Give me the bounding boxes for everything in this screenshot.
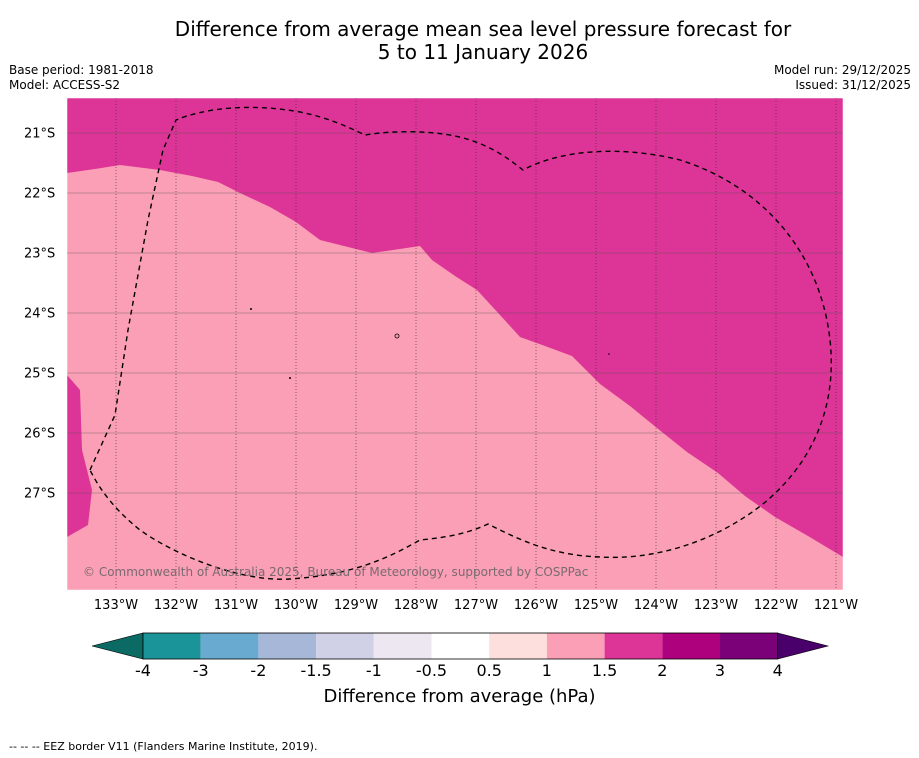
meta-right: Model run: 29/12/2025 Issued: 31/12/2025	[774, 63, 911, 93]
colorbar-bin	[489, 633, 547, 659]
base-period: Base period: 1981-2018	[9, 63, 154, 77]
colorbar-bin	[316, 633, 374, 659]
colorbar-tick: -4	[135, 661, 151, 680]
colorbar-outline	[142, 632, 779, 660]
x-tick-125w: 125°W	[573, 598, 619, 613]
chart-title: Difference from average mean sea level p…	[0, 18, 919, 64]
colorbar-bin	[258, 633, 317, 659]
colorbar-tick: 1	[541, 661, 552, 680]
colorbar-bin	[604, 633, 663, 659]
x-tick-127w: 127°W	[453, 598, 499, 613]
y-tick-25s: 25°S	[24, 366, 56, 382]
colorbar-bin	[431, 633, 490, 659]
y-tick-26s: 26°S	[24, 426, 56, 442]
colorbar-tick: 3	[714, 661, 726, 680]
colorbar-bin	[143, 633, 201, 659]
anomaly-region-1.5-to-2-north	[67, 98, 843, 557]
x-tick-121w: 121°W	[813, 598, 859, 613]
colorbar-bin	[200, 633, 259, 659]
y-tick-21s: 21°S	[24, 126, 56, 142]
colorbar-tick: -2	[250, 661, 267, 680]
meta-left: Base period: 1981-2018 Model: ACCESS-S2	[9, 63, 154, 93]
colorbar-tick: 2	[657, 661, 668, 680]
model-run: Model run: 29/12/2025	[773, 63, 911, 77]
y-tick-22s: 22°S	[24, 186, 56, 202]
x-tick-126w: 126°W	[513, 598, 559, 613]
x-tick-129w: 129°W	[333, 598, 379, 613]
islands	[250, 308, 610, 379]
colorbar-bin	[546, 633, 605, 659]
title-line-1: Difference from average mean sea level p…	[174, 17, 792, 41]
y-tick-23s: 23°S	[24, 246, 56, 262]
colorbar-tick: 4	[772, 661, 783, 680]
copyright-notice: © Commonwealth of Australia 2025, Bureau…	[83, 565, 589, 579]
x-tick-133w: 133°W	[93, 598, 139, 613]
issued-date: Issued: 31/12/2025	[795, 78, 911, 92]
colorbar-tick: -1.5	[300, 661, 332, 680]
colorbar-extend-low	[91, 632, 144, 660]
map-frame	[66, 97, 844, 591]
colorbar-tick: -1	[365, 661, 382, 680]
x-tick-123w: 123°W	[693, 598, 739, 613]
colorbar-tick: -3	[192, 661, 209, 680]
anomaly-region-1.5-to-2-southwest	[67, 375, 92, 537]
x-tick-130w: 130°W	[273, 598, 319, 613]
x-tick-122w: 122°W	[753, 598, 799, 613]
y-tick-24s: 24°S	[24, 306, 56, 322]
colorbar-tick: 0.5	[476, 661, 502, 680]
x-tick-124w: 124°W	[633, 598, 679, 613]
colorbar-tick: -0.5	[415, 661, 448, 680]
x-tick-132w: 132°W	[153, 598, 199, 613]
colorbar-tick: 1.5	[591, 661, 618, 680]
model-name: Model: ACCESS-S2	[9, 78, 121, 92]
title-line-2: 5 to 11 January 2026	[377, 40, 589, 64]
x-tick-131w: 131°W	[213, 598, 259, 613]
colorbar-bin	[720, 633, 778, 659]
colorbar-label: Difference from average (hPa)	[323, 686, 596, 707]
y-tick-27s: 27°S	[24, 486, 56, 502]
eez-footnote: -- -- -- EEZ border V11 (Flanders Marine…	[9, 740, 318, 753]
graticule	[115, 98, 837, 590]
colorbar-bin	[662, 633, 720, 659]
colorbar-bin	[373, 633, 432, 659]
x-tick-128w: 128°W	[393, 598, 439, 613]
latitude-lines	[67, 132, 843, 494]
colorbar-extend-high	[777, 632, 830, 660]
